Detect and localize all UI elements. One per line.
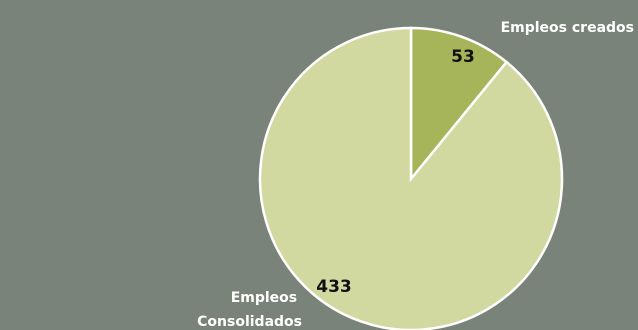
- data-label-empleos-consolidados: 433: [316, 277, 352, 297]
- data-label-empleos-creados: 53: [451, 47, 475, 67]
- pie-slice-empleos-creados: [409, 26, 509, 183]
- category-label-line-2: Consolidados: [197, 314, 302, 330]
- category-label-line-1: Empleos: [231, 290, 297, 306]
- category-label-empleos-creados: Empleos creados: [501, 20, 634, 36]
- pie-slices: [258, 26, 564, 330]
- category-label-empleos-consolidados: Empleos Consolidados: [197, 290, 302, 330]
- pie-slice-empleos-consolidados: [258, 26, 564, 330]
